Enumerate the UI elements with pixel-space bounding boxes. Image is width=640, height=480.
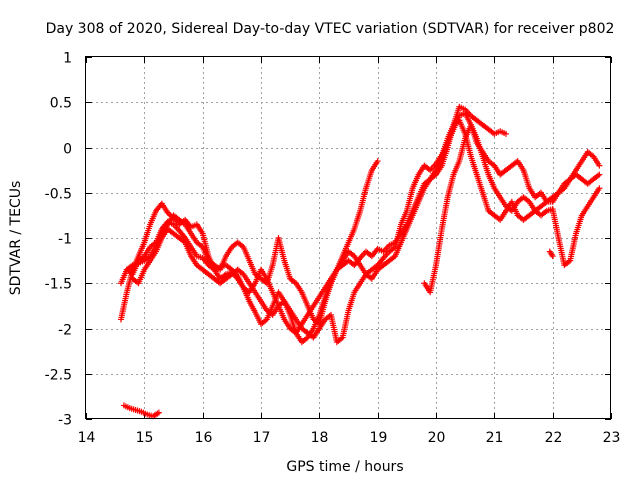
x-axis-label: GPS time / hours — [286, 459, 403, 475]
x-tick-label: 19 — [370, 430, 388, 446]
x-tick-labels: 14 15 16 17 18 19 20 21 22 23 — [78, 430, 621, 446]
data-markers — [118, 103, 603, 420]
y-tick-label: 0 — [63, 142, 72, 158]
data-point-track-f — [549, 253, 556, 260]
y-tick-label: -3 — [58, 413, 72, 429]
x-tick-label: 17 — [253, 430, 271, 446]
x-tick-label: 14 — [78, 430, 96, 446]
y-tick-label: -0.5 — [45, 187, 72, 203]
data-point-track-g — [155, 409, 162, 416]
x-tick-label: 21 — [486, 430, 504, 446]
y-axis-label: SDTVAR / TECUs — [8, 181, 24, 296]
y-tick-labels: 1 0.5 0 -0.5 -1 -1.5 -2 -2.5 -3 — [45, 51, 72, 429]
x-tick-label: 22 — [545, 430, 563, 446]
y-tick-label: 0.5 — [50, 96, 72, 112]
data-point-track-c — [596, 171, 603, 178]
chart-title: Day 308 of 2020, Sidereal Day-to-day VTE… — [46, 21, 615, 37]
x-tick-label: 20 — [428, 430, 446, 446]
y-tick-label: -1 — [58, 232, 72, 248]
y-tick-label: 1 — [63, 51, 72, 67]
data-point-track-a — [374, 158, 381, 165]
x-tick-label: 23 — [603, 430, 621, 446]
x-tick-label: 15 — [136, 430, 154, 446]
axis-ticks — [86, 57, 612, 420]
grid — [86, 57, 611, 419]
y-tick-label: -2 — [58, 323, 72, 339]
x-tick-label: 16 — [195, 430, 213, 446]
y-tick-label: -1.5 — [45, 277, 72, 293]
x-tick-label: 18 — [311, 430, 329, 446]
data-point-track-d — [596, 162, 603, 169]
data-point-track-b — [503, 130, 509, 137]
data-point-track-e — [596, 185, 603, 192]
plot-frame — [85, 56, 611, 419]
y-tick-label: -2.5 — [45, 368, 72, 384]
